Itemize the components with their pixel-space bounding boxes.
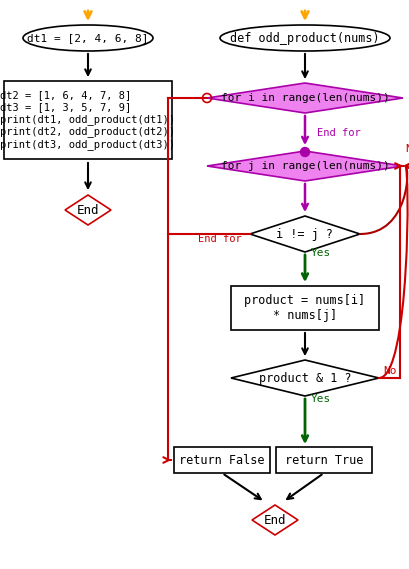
Text: End: End bbox=[76, 204, 99, 216]
Text: No: No bbox=[404, 144, 409, 154]
Polygon shape bbox=[230, 360, 378, 396]
FancyBboxPatch shape bbox=[275, 447, 371, 473]
Text: End for: End for bbox=[316, 128, 360, 138]
Polygon shape bbox=[249, 216, 359, 252]
Text: product = nums[i]
* nums[j]: product = nums[i] * nums[j] bbox=[244, 294, 365, 322]
Polygon shape bbox=[207, 83, 402, 113]
Text: dt1 = [2, 4, 6, 8]: dt1 = [2, 4, 6, 8] bbox=[27, 33, 148, 43]
FancyBboxPatch shape bbox=[230, 286, 378, 330]
Text: return False: return False bbox=[179, 453, 264, 467]
FancyBboxPatch shape bbox=[173, 447, 270, 473]
FancyArrowPatch shape bbox=[359, 163, 409, 234]
Text: def odd_product(nums): def odd_product(nums) bbox=[229, 31, 379, 44]
Text: End: End bbox=[263, 513, 285, 526]
Text: return True: return True bbox=[284, 453, 362, 467]
Text: for j in range(len(nums)): for j in range(len(nums)) bbox=[220, 161, 389, 171]
Text: dt2 = [1, 6, 4, 7, 8]
dt3 = [1, 3, 5, 7, 9]
print(dt1, odd_product(dt1))
print(d: dt2 = [1, 6, 4, 7, 8] dt3 = [1, 3, 5, 7,… bbox=[0, 90, 175, 150]
Text: Yes: Yes bbox=[310, 394, 330, 404]
FancyArrowPatch shape bbox=[378, 163, 409, 378]
Polygon shape bbox=[65, 195, 111, 225]
Text: End for: End for bbox=[198, 234, 241, 244]
Ellipse shape bbox=[220, 25, 389, 51]
Polygon shape bbox=[207, 151, 402, 181]
Text: No: No bbox=[382, 366, 396, 376]
Circle shape bbox=[300, 147, 309, 156]
FancyBboxPatch shape bbox=[4, 81, 172, 159]
Text: i != j ?: i != j ? bbox=[276, 228, 333, 241]
Text: for i in range(len(nums)): for i in range(len(nums)) bbox=[220, 93, 389, 103]
Text: product & 1 ?: product & 1 ? bbox=[258, 372, 351, 385]
Ellipse shape bbox=[23, 25, 153, 51]
Text: Yes: Yes bbox=[310, 248, 330, 258]
Polygon shape bbox=[252, 505, 297, 535]
